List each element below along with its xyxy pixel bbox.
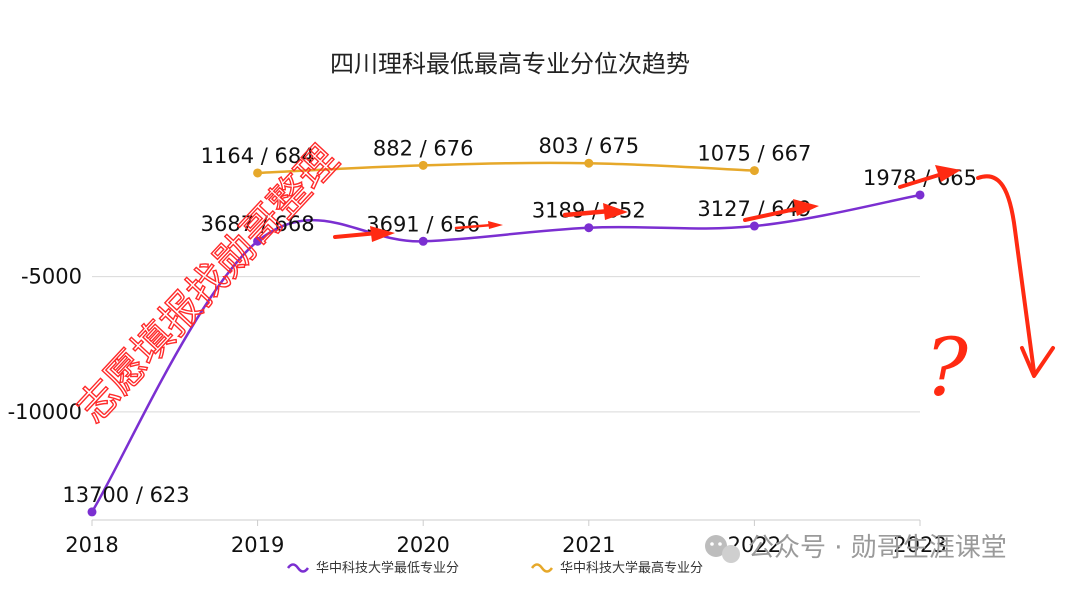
y-tick-label: -10000 — [8, 400, 82, 424]
data-point — [253, 168, 263, 178]
data-point — [584, 158, 594, 168]
chart-title: 四川理科最低最高专业分位次趋势 — [330, 50, 690, 78]
data-point — [418, 160, 428, 170]
data-label: 803 / 675 — [539, 134, 640, 158]
watermark-text: 公众号 · 勋哥生涯课堂 — [748, 533, 1007, 563]
arrow-icon — [370, 226, 395, 242]
arrow-icon — [898, 172, 944, 189]
legend: 华中科技大学最低专业分 华中科技大学最高专业分 — [286, 560, 703, 576]
arrow-head-icon — [1020, 346, 1055, 378]
data-label: 1978 / 665 — [863, 166, 977, 190]
arrow-icon — [603, 203, 628, 220]
series-line-0 — [90, 193, 921, 513]
data-label: 1164 / 684 — [201, 144, 315, 168]
x-tick-label: 2023 — [893, 533, 946, 557]
data-label: 3687 / 668 — [201, 212, 315, 236]
curved-down-arrow-icon — [976, 174, 1036, 374]
legend-label: 华中科技大学最低专业分 — [316, 560, 459, 576]
arrow-icon — [935, 165, 961, 182]
wechat-watermark: 公众号 · 勋哥生涯课堂 — [705, 533, 1007, 563]
data-point — [749, 166, 759, 176]
question-mark: ? — [925, 321, 969, 414]
legend-swatch — [286, 563, 310, 573]
arrow-icon — [562, 208, 613, 218]
series-lines — [90, 161, 921, 513]
y-tick-label: -5000 — [21, 265, 82, 289]
arrow-icon — [743, 206, 802, 222]
x-tick-label: 2018 — [65, 533, 118, 557]
gridlines — [92, 276, 920, 521]
x-tick-label: 2019 — [231, 533, 284, 557]
legend-label: 华中科技大学最高专业分 — [560, 560, 703, 576]
stamp-watermark: 志愿填报找勋哥整理 — [68, 136, 349, 432]
legend-swatch — [530, 563, 554, 573]
red-annotation-arrows — [333, 165, 1055, 378]
data-point — [584, 223, 594, 233]
data-label: 1075 / 667 — [697, 142, 811, 166]
series-line-1 — [257, 161, 755, 175]
data-point — [915, 190, 925, 200]
data-point — [418, 236, 428, 246]
arrow-icon — [333, 231, 380, 239]
data-point — [749, 221, 759, 231]
arrow-icon — [488, 221, 503, 229]
data-label: 13700 / 623 — [62, 483, 189, 507]
x-tick-label: 2021 — [562, 533, 615, 557]
arrow-icon — [454, 223, 494, 230]
data-label: 882 / 676 — [373, 136, 474, 160]
y-axis-ticks: -5000 -10000 — [8, 265, 82, 424]
x-tick-label: 2020 — [396, 533, 449, 557]
data-point — [87, 507, 97, 517]
arrow-icon — [793, 199, 819, 216]
stamp-text: 志愿填报找勋哥整理 — [69, 137, 348, 432]
data-point — [253, 236, 263, 246]
x-axis-ticks: 2018 2019 2020 2021 2022 2023 — [65, 520, 947, 557]
wechat-icon — [705, 535, 740, 563]
series-points — [87, 158, 925, 517]
